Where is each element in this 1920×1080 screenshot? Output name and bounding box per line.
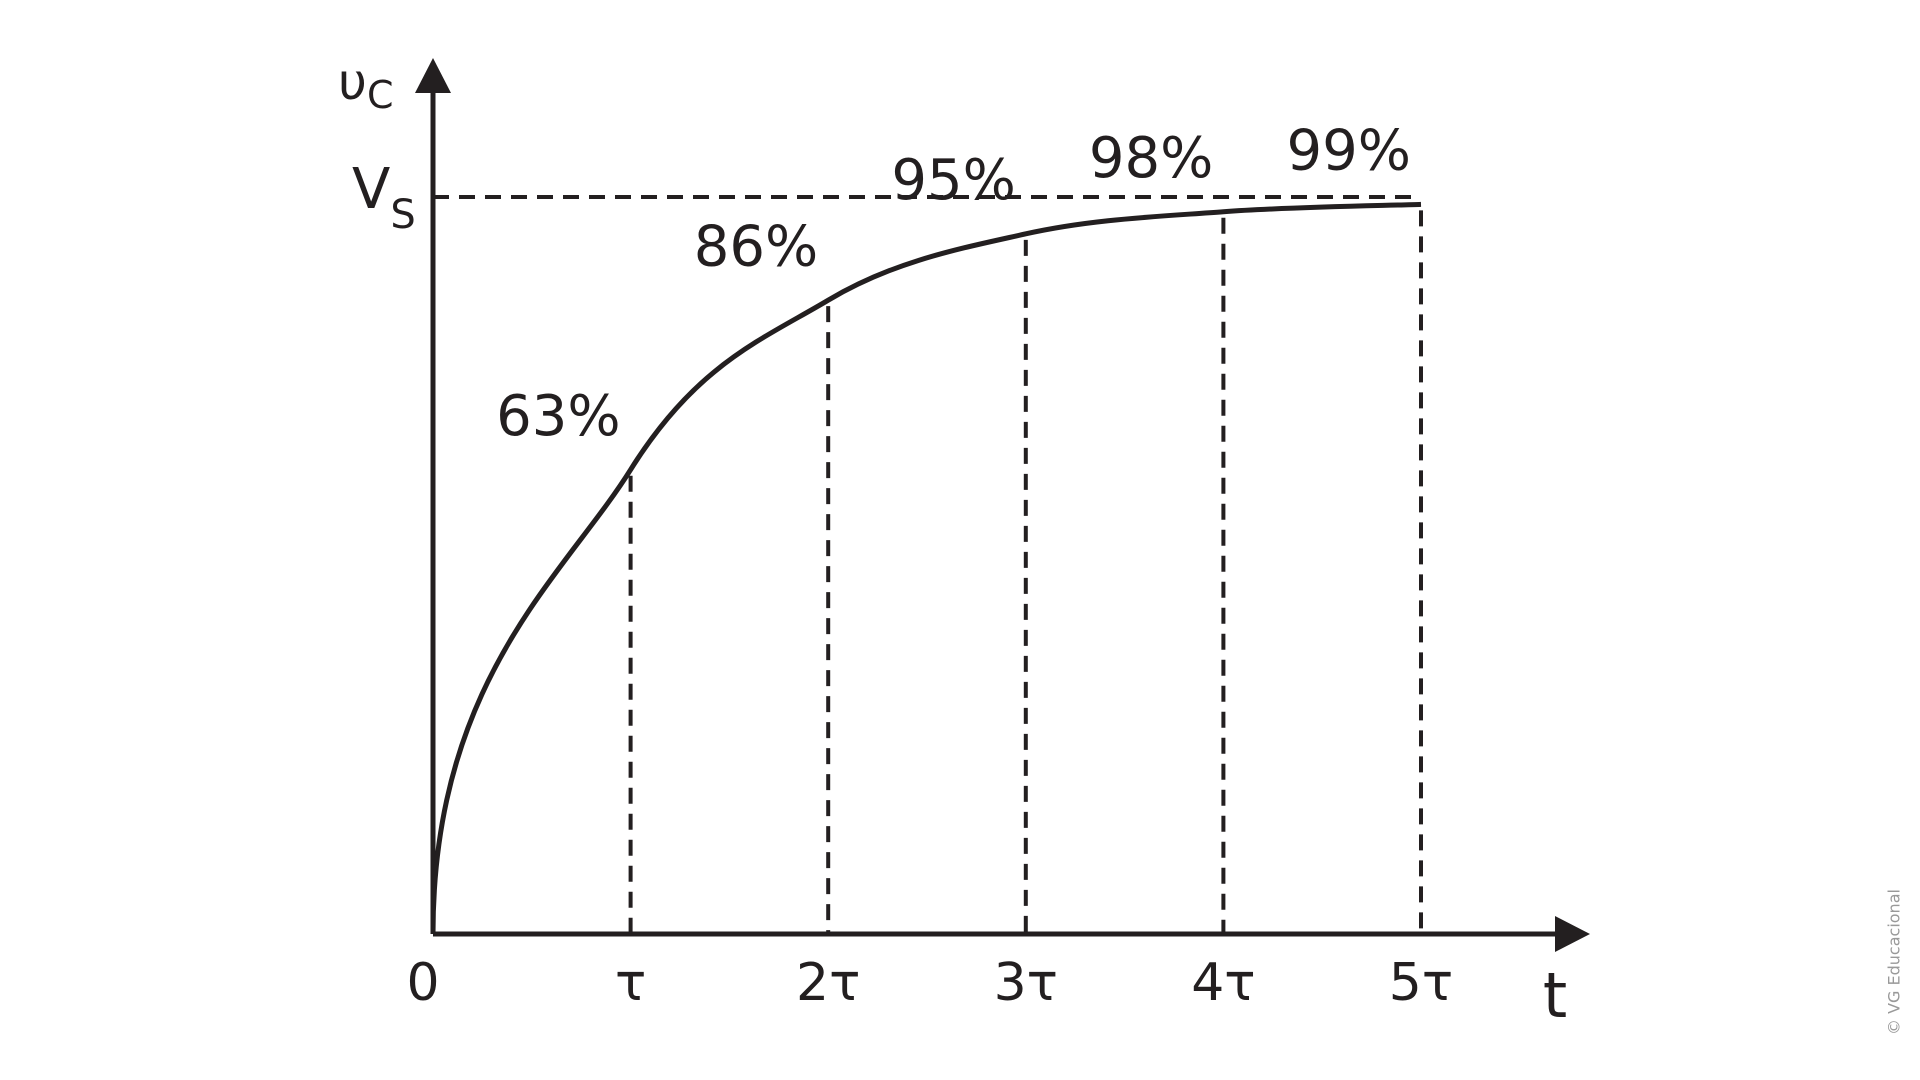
value-label: 63% — [496, 384, 620, 449]
value-label: 99% — [1287, 119, 1411, 184]
value-label: 95% — [891, 148, 1015, 213]
x-tick-label: 2τ — [796, 953, 860, 1013]
credit: © VG Educacional — [1885, 889, 1904, 1035]
x-axis-label: t — [1543, 959, 1567, 1032]
y-label-main: υ — [338, 53, 367, 111]
y-tick-main: V — [352, 157, 390, 222]
y-tick-label: VS — [352, 157, 416, 238]
y-label-sub: C — [367, 73, 394, 117]
x-tick-label: 0 — [406, 953, 439, 1013]
value-label: 86% — [694, 214, 818, 279]
curve — [430, 201, 1422, 935]
y-tick-sub: S — [390, 192, 415, 238]
x-tick-label: 5τ — [1389, 953, 1453, 1013]
x-tick-label: 3τ — [994, 953, 1058, 1013]
y-arrow — [415, 58, 451, 93]
x-tick-label: τ — [615, 953, 646, 1013]
value-label: 98% — [1089, 126, 1213, 191]
x-arrow — [1555, 916, 1590, 952]
y-axis-label: υC — [338, 53, 393, 117]
x-tick-label: 4τ — [1191, 953, 1255, 1013]
